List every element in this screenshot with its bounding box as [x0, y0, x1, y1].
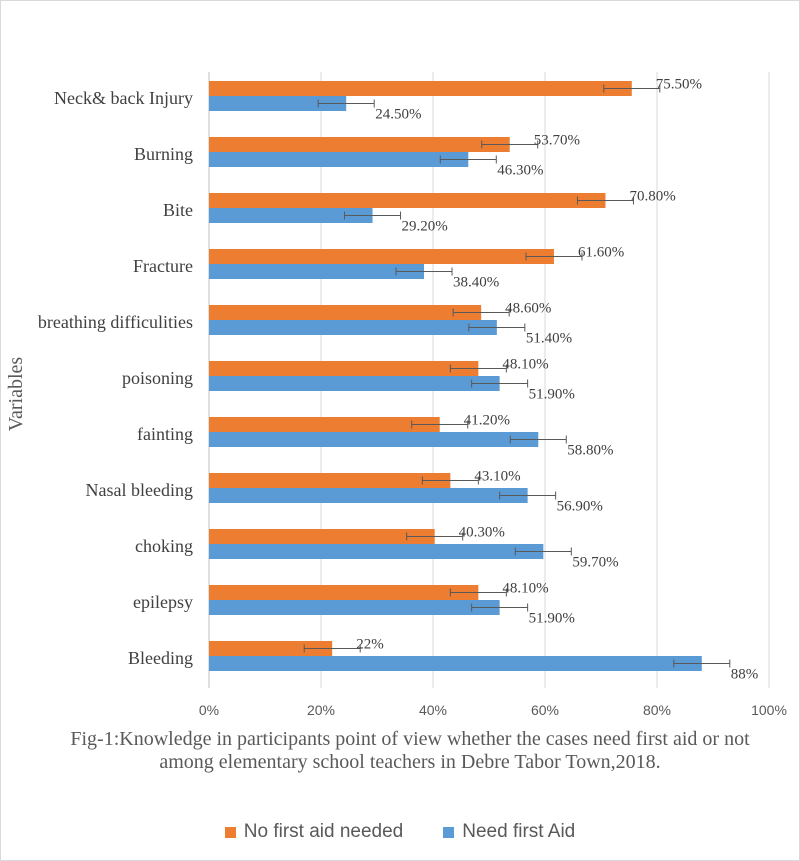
bar	[209, 361, 479, 376]
data-label: 59.70%	[572, 555, 618, 571]
data-label: 22%	[356, 637, 384, 653]
y-tick-label: breathing difficulities	[38, 312, 193, 332]
data-label: 51.40%	[526, 331, 572, 347]
data-label: 43.10%	[474, 469, 520, 485]
data-label: 88%	[731, 667, 759, 683]
y-tick-label: choking	[135, 536, 193, 556]
bar	[209, 600, 500, 615]
bar	[209, 376, 500, 391]
data-label: 70.80%	[629, 189, 675, 205]
bar	[209, 432, 539, 447]
y-tick-label: Bite	[163, 200, 193, 220]
bar	[209, 585, 479, 600]
data-label: 48.10%	[502, 581, 548, 597]
data-label: 75.50%	[656, 77, 702, 93]
bar	[209, 193, 606, 208]
data-label: 56.90%	[557, 499, 603, 515]
x-tick-label: 100%	[751, 702, 787, 718]
x-tick-label: 40%	[419, 702, 447, 718]
bar	[209, 641, 333, 656]
data-label: 51.90%	[529, 611, 575, 627]
legend-label-no-first-aid: No first aid needed	[243, 821, 404, 842]
legend-swatch-need-first-aid	[443, 826, 455, 838]
x-tick-label: 20%	[307, 702, 335, 718]
bar	[209, 96, 347, 111]
bar	[209, 656, 702, 671]
legend-label-need-first-aid: Need first Aid	[462, 821, 576, 842]
y-tick-label: Bleeding	[128, 648, 193, 668]
data-label: 61.60%	[578, 245, 624, 261]
y-tick-label: epilepsy	[133, 592, 193, 612]
data-label: 29.20%	[402, 219, 448, 235]
y-tick-label: fainting	[137, 424, 193, 444]
figure-caption: Fig-1:Knowledge in participants point of…	[70, 728, 750, 773]
y-tick-label: Neck& back Injury	[54, 88, 193, 108]
bar	[209, 152, 469, 167]
data-label: 46.30%	[497, 163, 543, 179]
y-tick-label: Fracture	[133, 256, 193, 276]
bar	[209, 208, 373, 223]
x-tick-label: 80%	[643, 702, 671, 718]
x-tick-label: 60%	[531, 702, 559, 718]
y-tick-label: Burning	[134, 144, 193, 164]
data-label: 41.20%	[464, 413, 510, 429]
bar	[209, 305, 482, 320]
y-axis-title: Variables	[5, 357, 27, 432]
data-label: 40.30%	[459, 525, 505, 541]
chart-legend: No first aid needed Need first Aid	[0, 819, 800, 845]
bar	[209, 417, 440, 432]
bar	[209, 264, 425, 279]
bar	[209, 81, 632, 96]
data-label: 51.90%	[529, 387, 575, 403]
bar	[209, 529, 435, 544]
bar	[209, 488, 528, 503]
y-tick-label: Nasal bleeding	[86, 480, 193, 500]
data-label: 48.60%	[505, 301, 551, 317]
bar	[209, 249, 554, 264]
bar	[209, 320, 497, 335]
data-label: 58.80%	[567, 443, 613, 459]
legend-item-need-first-aid: Need first Aid	[443, 821, 575, 843]
y-tick-label: poisoning	[122, 368, 193, 388]
legend-item-no-first-aid: No first aid needed	[224, 821, 404, 843]
bar	[209, 544, 544, 559]
bar	[209, 137, 510, 152]
legend-swatch-no-first-aid	[224, 826, 236, 838]
x-tick-label: 0%	[199, 702, 219, 718]
data-label: 48.10%	[502, 357, 548, 373]
data-label: 24.50%	[375, 107, 421, 123]
data-label: 53.70%	[534, 133, 580, 149]
bar	[209, 473, 451, 488]
data-label: 38.40%	[453, 275, 499, 291]
